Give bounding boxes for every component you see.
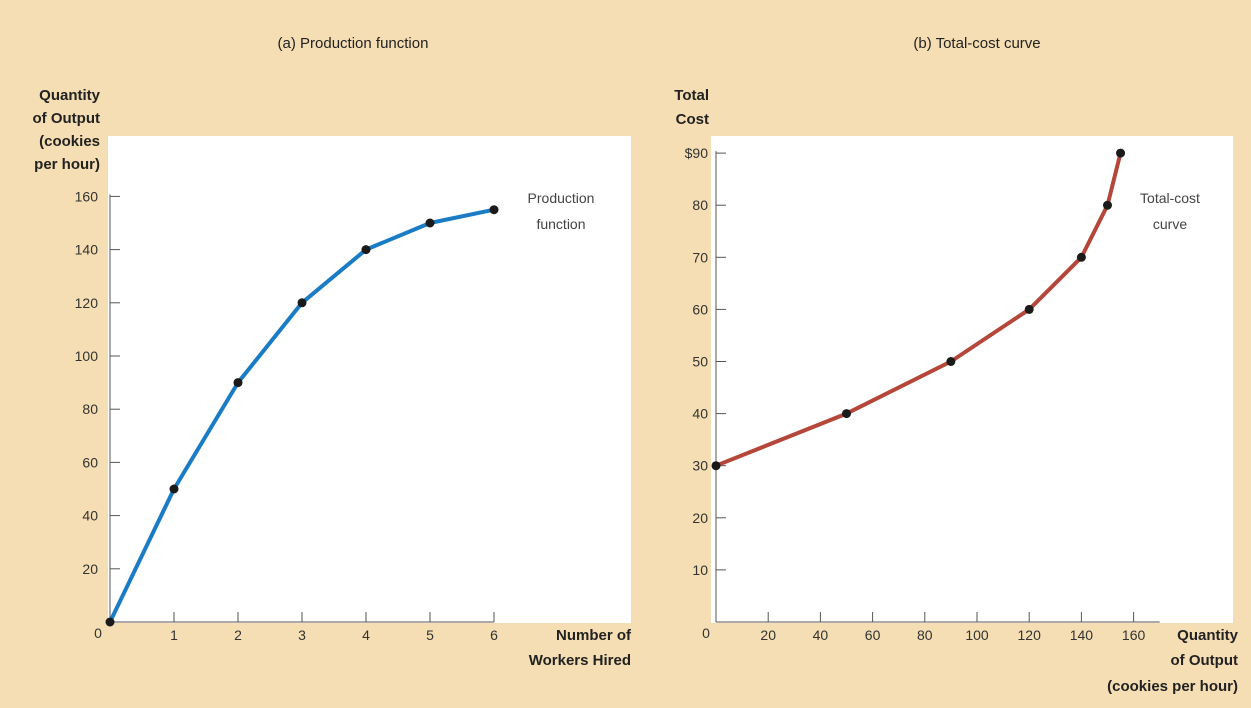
data-point-b xyxy=(1103,200,1112,210)
origin-label-b: 0 xyxy=(702,625,710,641)
y-axis-label-b-line1: Total xyxy=(674,87,709,104)
chart-title-a: (a) Production function xyxy=(278,35,429,52)
data-point-a xyxy=(425,218,435,228)
x-tick-label-a: 3 xyxy=(298,627,306,643)
x-axis-label-b-line1: Quantity xyxy=(1177,627,1238,644)
chart-b-marks: 10 20 30 40 50 60 70 80 $90 20 40 60 80 100 120 140 160 0 xyxy=(685,145,1160,643)
x-tick-label-a: 4 xyxy=(362,627,370,643)
y-tick-label-b: 80 xyxy=(692,197,708,213)
origin-label-a: 0 xyxy=(94,625,102,641)
x-tick-label-a: 2 xyxy=(234,627,242,643)
y-tick-label-b: 20 xyxy=(692,510,708,526)
data-point-b xyxy=(946,357,956,366)
y-tick-label-a: 20 xyxy=(82,561,98,577)
annotation-a-line1: Production xyxy=(528,190,595,206)
x-tick-label-b: 40 xyxy=(813,627,829,643)
y-tick-label-a: 80 xyxy=(82,401,98,417)
x-axis-label-b-line2: of Output xyxy=(1171,652,1238,669)
y-tick-label-a: 60 xyxy=(82,454,98,470)
plot-area-a xyxy=(108,136,631,623)
y-axis-label-a-line4: per hour) xyxy=(34,156,100,173)
y-tick-label-b: $90 xyxy=(685,145,709,161)
data-point-a xyxy=(489,205,499,215)
y-tick-label-a: 160 xyxy=(75,188,99,204)
x-tick-label-a: 5 xyxy=(426,627,434,643)
plot-area-b xyxy=(711,136,1233,623)
x-tick-label-a: 6 xyxy=(490,627,498,643)
y-tick-label-b: 10 xyxy=(692,562,708,578)
chart-title-b: (b) Total-cost curve xyxy=(913,35,1040,52)
y-axis-label-b-line2: Cost xyxy=(676,111,709,128)
data-point-b xyxy=(842,409,851,419)
y-tick-label-b: 70 xyxy=(692,249,708,265)
y-axis-label-a-line2: of Output xyxy=(33,110,100,127)
x-tick-label-b: 120 xyxy=(1018,627,1042,643)
y-tick-label-b: 40 xyxy=(692,406,708,422)
panel-b: (b) Total-cost curve Total Cost Quantity… xyxy=(674,35,1238,695)
x-axis-label-a-line1: Number of xyxy=(556,627,632,644)
y-axis-label-a-line3: (cookies xyxy=(39,133,100,150)
annotation-b-line1: Total-cost xyxy=(1140,190,1200,206)
x-axis-label-b-line3: (cookies per hour) xyxy=(1107,678,1238,695)
y-tick-label-b: 30 xyxy=(692,458,708,474)
panel-a: (a) Production function Quantity of Outp… xyxy=(33,35,632,669)
y-tick-label-a: 100 xyxy=(75,348,99,364)
y-tick-label-a: 140 xyxy=(75,242,99,258)
x-tick-label-b: 160 xyxy=(1122,627,1146,643)
y-tick-label-b: 60 xyxy=(692,301,708,317)
data-point-a xyxy=(297,298,307,308)
x-tick-label-b: 80 xyxy=(917,627,933,643)
x-tick-label-b: 20 xyxy=(760,627,776,643)
y-tick-label-a: 40 xyxy=(82,508,98,524)
data-point-a xyxy=(169,484,179,494)
data-point-b xyxy=(711,461,721,471)
data-point-b xyxy=(1024,304,1034,314)
x-tick-label-b: 140 xyxy=(1070,627,1094,643)
data-point-a xyxy=(233,378,243,388)
y-tick-label-b: 50 xyxy=(692,354,708,370)
x-tick-label-a: 1 xyxy=(170,627,178,643)
annotation-b-line2: curve xyxy=(1153,216,1187,232)
y-tick-label-a: 120 xyxy=(75,295,99,311)
x-tick-label-b: 100 xyxy=(965,627,989,643)
data-point-b xyxy=(1076,252,1086,262)
x-axis-label-a-line2: Workers Hired xyxy=(529,652,631,669)
data-point-a xyxy=(361,245,371,255)
annotation-a-line2: function xyxy=(536,216,585,232)
data-point-b xyxy=(1116,148,1126,158)
y-axis-label-a-line1: Quantity xyxy=(39,87,100,104)
data-point-a xyxy=(105,617,115,627)
x-tick-label-b: 60 xyxy=(865,627,881,643)
